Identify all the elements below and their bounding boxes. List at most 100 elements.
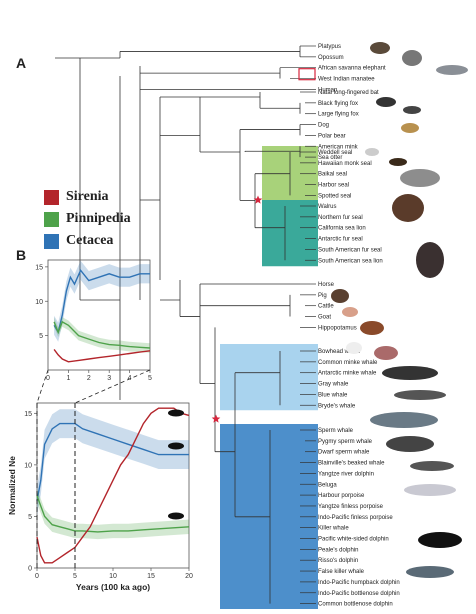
series-line: [36, 422, 189, 502]
series-line: [53, 268, 150, 335]
species-label: Harbor seal: [318, 183, 349, 189]
species-label: Large flying fox: [318, 112, 359, 118]
series-line: [36, 407, 190, 564]
species-label: California sea lion: [318, 226, 366, 232]
species-label: Platypus: [318, 44, 341, 50]
species-label: Goat: [318, 315, 331, 321]
platypus-icon: [370, 42, 390, 54]
species-label: Pig: [318, 293, 327, 299]
dog-icon: [401, 123, 419, 133]
y-tick-label: 10: [24, 462, 32, 469]
legend-label-cetacea: Cetacea: [66, 233, 114, 248]
y-tick-label: 5: [39, 333, 43, 340]
goat-icon: [346, 342, 362, 354]
species-label: Yangtze river dolphin: [318, 471, 374, 477]
dolphin-icon: [406, 566, 454, 578]
y-tick-label: 0: [28, 566, 32, 573]
species-label: Blainville's beaked whale: [318, 461, 385, 467]
y-tick-label: 15: [24, 411, 32, 418]
panel-label-b: B: [16, 247, 27, 263]
mink-icon: [389, 158, 407, 166]
inset-chart: 0 1 2 3 4 5 5 10 15: [35, 259, 152, 382]
legend-item-pinnipedia: Pinnipedia: [44, 208, 131, 230]
zoom-connector-left: [36, 369, 49, 404]
x-tick-label: 4: [128, 375, 132, 382]
killer-whale-marker-icon: [168, 442, 184, 450]
x-tick-label: 10: [109, 573, 117, 580]
species-label: Bryde's whale: [318, 403, 356, 409]
sperm-whale-icon: [386, 436, 434, 452]
species-label: Sperm whale: [318, 428, 354, 434]
cetacea-origin-star: [211, 414, 221, 423]
species-label: Natal long-fingered bat: [318, 90, 379, 96]
species-label: Dog: [318, 123, 329, 129]
horse-icon: [331, 289, 349, 303]
species-label: South American sea lion: [318, 258, 383, 264]
clade-otariidae-shade: [262, 200, 318, 267]
y-tick-label: 10: [35, 299, 43, 306]
species-labels: Platypus Opossum African savanna elephant W…: [318, 44, 400, 608]
beaked-whale-icon: [410, 461, 454, 471]
species-label: Walrus: [318, 204, 336, 210]
flying-fox-icon: [403, 106, 421, 114]
cattle-icon: [360, 321, 384, 335]
legend: Sirenia Pinnipedia Cetacea: [44, 186, 131, 252]
species-label: False killer whale: [318, 569, 365, 575]
y-tick-label: 5: [28, 514, 32, 521]
species-label: Dwarf sperm whale: [318, 450, 370, 456]
species-label: Sea otter: [318, 155, 342, 161]
species-label: Polar bear: [318, 133, 346, 139]
legend-label-sirenia: Sirenia: [66, 189, 109, 204]
bowhead-whale-icon: [382, 366, 438, 380]
minke-whale-icon: [394, 390, 446, 400]
porpoise-icon: [404, 484, 456, 496]
confidence-band: [54, 317, 150, 353]
species-label: American mink: [318, 144, 359, 150]
confidence-band: [37, 409, 189, 516]
killer-whale-icon: [418, 532, 462, 548]
species-label: Black flying fox: [318, 101, 358, 107]
species-label: Opossum: [318, 55, 344, 61]
walrus-icon: [392, 194, 424, 222]
manatee-icon: [436, 65, 468, 75]
x-tick-label: 3: [107, 375, 111, 382]
series-line: [36, 495, 190, 533]
species-label: Beluga: [318, 482, 337, 488]
species-label: Baikal seal: [318, 172, 347, 178]
sirenia-highlight-box: [298, 68, 316, 81]
pig-icon: [342, 307, 358, 317]
phylogenetic-tree: [55, 45, 316, 604]
x-tick-label: 0: [35, 573, 39, 580]
species-label: Horse: [318, 282, 335, 288]
species-label: Killer whale: [318, 526, 349, 532]
species-label: Risso's dolphin: [318, 558, 358, 564]
species-label: Common minke whale: [318, 360, 378, 366]
species-label: Blue whale: [318, 392, 348, 398]
species-label: Gray whale: [318, 382, 349, 388]
species-label: Weddell seal: [318, 150, 352, 156]
seal-marker-icon: [168, 512, 184, 520]
species-label: Human: [318, 87, 337, 93]
hippo-icon: [374, 346, 398, 360]
elephant-icon: [402, 50, 422, 66]
species-label: Peale's dolphin: [318, 547, 359, 553]
chart-frame: [47, 259, 151, 371]
legend-item-cetacea: Cetacea: [44, 230, 131, 252]
species-label: Cattle: [318, 304, 334, 310]
species-label: Harbour porpoise: [318, 493, 365, 499]
y-axis-title: Normalized Ne: [7, 456, 17, 515]
series-line: [53, 348, 151, 363]
species-label: Hawaiian monk seal: [318, 161, 372, 167]
species-label: Antarctic fur seal: [318, 237, 363, 243]
species-label: Bowhead whale: [318, 349, 361, 355]
species-label: Spotted seal: [318, 193, 351, 199]
bat-icon: [376, 97, 396, 107]
x-tick-label: 0: [46, 375, 50, 382]
blue-whale-icon: [370, 412, 438, 428]
legend-swatch-pinnipedia: [44, 211, 59, 227]
legend-label-pinnipedia: Pinnipedia: [66, 211, 131, 226]
x-tick-label: 20: [185, 573, 193, 580]
animal-icons: [331, 42, 468, 578]
